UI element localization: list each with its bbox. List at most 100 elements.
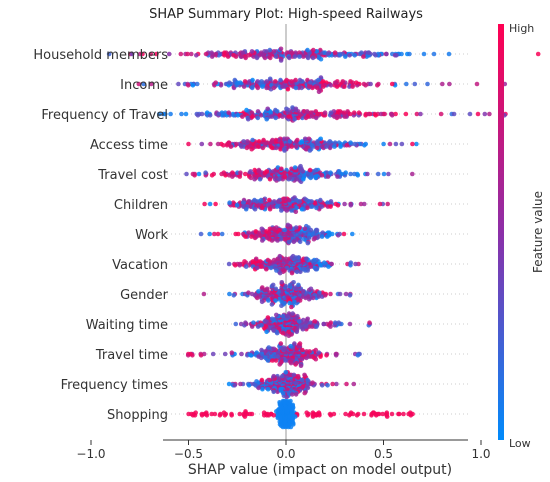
shap-point — [474, 81, 480, 87]
shap-point — [300, 347, 305, 353]
shap-point — [280, 313, 286, 319]
colorbar-high-label: High — [509, 22, 534, 35]
shap-point — [255, 115, 261, 121]
shap-point — [281, 345, 286, 350]
shap-point — [384, 51, 389, 57]
shap-point — [297, 341, 303, 346]
shap-point — [271, 328, 277, 333]
shap-point — [308, 286, 314, 292]
shap-point — [234, 141, 239, 147]
shap-point — [234, 203, 240, 208]
shap-point — [276, 376, 282, 382]
shap-point — [328, 204, 333, 209]
shap-point — [168, 111, 173, 117]
shap-point — [348, 410, 354, 416]
shap-point — [347, 293, 353, 298]
shap-point — [320, 230, 326, 235]
shap-point — [325, 51, 331, 57]
shap-point — [264, 235, 270, 241]
shap-point — [222, 50, 227, 55]
shap-point — [310, 410, 316, 416]
shap-point — [237, 174, 243, 179]
shap-point — [237, 411, 243, 417]
shap-point — [410, 141, 415, 147]
shap-point — [373, 53, 378, 58]
shap-point — [289, 304, 294, 310]
shap-point — [289, 166, 294, 172]
shap-point — [401, 411, 406, 417]
shap-point — [259, 377, 265, 383]
shap-point — [296, 319, 302, 324]
shap-point — [305, 77, 310, 83]
shap-point — [245, 116, 251, 122]
shap-point — [185, 51, 190, 57]
shap-point — [198, 353, 204, 358]
shap-point — [342, 84, 347, 89]
shap-point — [253, 383, 258, 388]
shap-point — [304, 109, 310, 114]
shap-point — [275, 109, 280, 114]
shap-point — [297, 50, 302, 55]
shap-point — [316, 89, 322, 95]
shap-point — [213, 80, 218, 85]
shap-point — [267, 197, 272, 203]
shap-point — [414, 141, 419, 147]
shap-point — [319, 204, 325, 209]
shap-point — [431, 51, 437, 57]
shap-point — [232, 383, 237, 388]
shap-point — [297, 199, 303, 204]
shap-point — [207, 113, 213, 118]
shap-point — [243, 320, 248, 326]
shap-point — [227, 80, 232, 85]
shap-point — [278, 58, 284, 63]
shap-point — [332, 140, 338, 145]
shap-point — [354, 413, 360, 418]
shap-point — [293, 209, 299, 215]
shap-point — [259, 299, 265, 305]
shap-point — [366, 111, 372, 117]
shap-point — [293, 225, 299, 230]
shap-point — [312, 319, 318, 324]
shap-point — [240, 50, 246, 55]
shap-point — [362, 143, 367, 148]
shap-point — [274, 204, 280, 209]
shap-point — [257, 259, 263, 264]
shap-point — [351, 110, 357, 115]
shap-point — [309, 204, 315, 209]
shap-point — [254, 265, 260, 271]
shap-point — [297, 54, 302, 59]
shap-point — [307, 320, 313, 326]
shap-point — [298, 163, 303, 169]
shap-point — [284, 106, 289, 112]
shap-point — [176, 81, 181, 87]
shap-point — [283, 256, 289, 262]
shap-point — [280, 373, 285, 379]
shap-point — [286, 114, 292, 119]
shap-point — [342, 114, 348, 119]
shap-point — [184, 171, 189, 177]
shap-point — [249, 291, 255, 297]
shap-point — [337, 291, 343, 297]
shap-point — [188, 351, 193, 357]
shap-point — [226, 381, 232, 387]
shap-point — [293, 392, 299, 397]
shap-point — [243, 55, 248, 61]
shap-point — [264, 49, 269, 54]
shap-point — [209, 50, 214, 55]
shap-point — [348, 260, 354, 266]
shap-point — [306, 136, 312, 142]
shap-point — [305, 377, 310, 383]
shap-point — [333, 353, 339, 358]
shap-point — [293, 85, 299, 91]
shap-point — [250, 137, 255, 143]
shap-point — [242, 414, 248, 419]
shap-point — [282, 300, 287, 306]
shap-point — [297, 77, 303, 83]
shap-point — [291, 280, 296, 285]
shap-point — [307, 349, 312, 354]
shap-point — [302, 136, 308, 142]
shap-point — [278, 341, 284, 346]
shap-point — [294, 197, 299, 203]
feature-label: Gender — [120, 288, 169, 303]
